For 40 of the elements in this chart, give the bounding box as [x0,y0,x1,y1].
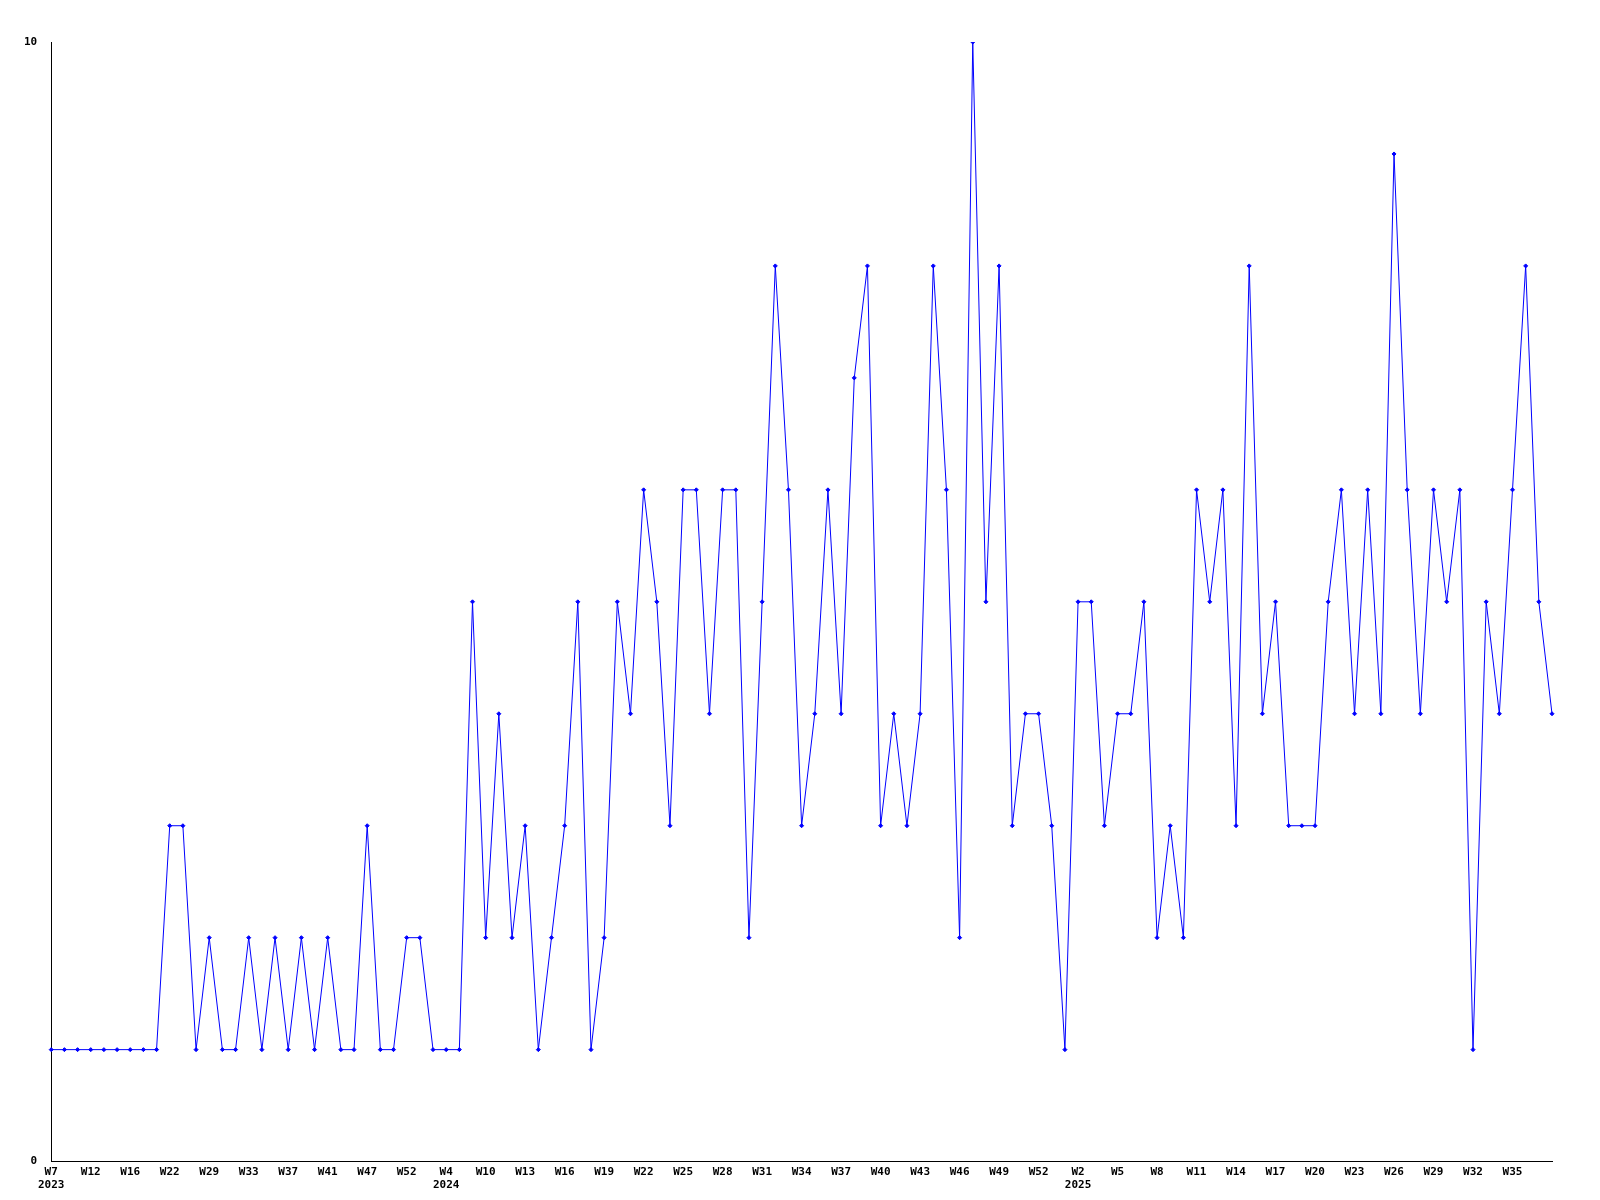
x-tick-label: W20 [1305,1165,1325,1179]
x-tick-label: W12 [80,1165,101,1179]
x-tick-label: W47 [357,1165,378,1179]
x-tick-label: W11 [1186,1165,1207,1179]
x-tick-label: W7 2023 [38,1165,65,1192]
x-tick-label: W2 2025 [1064,1165,1092,1192]
x-tick-label: W19 [594,1165,615,1179]
x-tick-label: W13 [515,1165,536,1179]
x-tick-label: W22 [159,1165,180,1179]
x-tick-label: W5 [1110,1165,1125,1179]
x-tick-label: W28 [712,1165,733,1179]
x-tick-label: W37 [278,1165,299,1179]
y-tick-label: 0 [30,1154,38,1168]
x-tick-label: W26 [1384,1165,1405,1179]
x-tick-label: W37 [831,1165,852,1179]
x-tick-label: W16 [554,1165,575,1179]
x-tick-label: W17 [1265,1165,1286,1179]
x-tick-label: W16 [120,1165,141,1179]
y-tick-label: 10 [24,34,38,48]
x-tick-label: W46 [949,1165,970,1179]
x-tick-label: W40 [870,1165,891,1179]
x-tick-label: W52 [1028,1165,1049,1179]
x-tick-label: W8 [1150,1165,1164,1179]
x-tick-label: W34 [791,1165,812,1179]
x-tick-label: W31 [752,1165,773,1179]
x-tick-label: W22 [633,1165,654,1179]
x-tick-label: W23 [1344,1165,1365,1179]
x-tick-label: W41 [317,1165,339,1179]
x-tick-label: W14 [1226,1165,1247,1179]
x-tick-label: W29 [199,1165,220,1179]
x-tick-label: W4 2024 [432,1165,460,1192]
x-tick-label: W35 [1502,1165,1523,1179]
x-tick-label: W52 [396,1165,417,1179]
x-tick-label: W10 [475,1165,496,1179]
x-tick-label: W49 [989,1165,1010,1179]
x-tick-label: W25 [673,1165,694,1179]
x-tick-label: W32 [1463,1165,1483,1179]
x-tick-label: W43 [910,1165,931,1179]
x-tick-label: W29 [1423,1165,1444,1179]
x-tick-label: W33 [238,1165,259,1179]
